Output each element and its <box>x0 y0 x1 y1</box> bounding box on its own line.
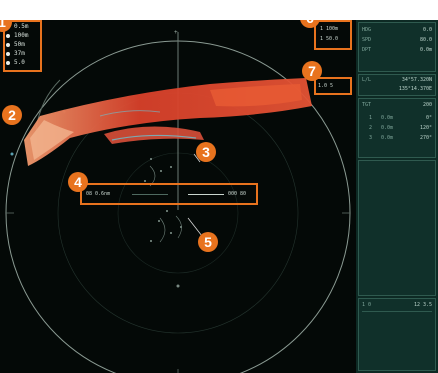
bullet-icon <box>6 42 10 47</box>
target-row-id: 3 <box>369 135 373 141</box>
target-row-id: 1 <box>369 115 373 121</box>
range-bar-right-text: 000 80 <box>228 191 247 197</box>
readout-row: 100m <box>6 32 28 39</box>
callout-badge-5: 5 <box>198 232 218 252</box>
range-bar-scale-right <box>188 194 224 195</box>
edge-marker-icon <box>10 152 14 156</box>
panel-divider <box>362 311 432 312</box>
panel-label: HDG <box>362 27 372 33</box>
readout-6-line-2: 1 50.0 <box>320 36 339 42</box>
bullet-icon <box>6 60 10 65</box>
readout-value: 37m <box>14 50 25 57</box>
sonar-display: + + <box>0 20 438 373</box>
panel-section-empty <box>358 160 436 296</box>
readout-box-7 <box>314 77 352 95</box>
position-longitude: 135°14.370E <box>398 86 432 92</box>
readout-row: 5.0 <box>6 59 25 66</box>
targets-title: TGT <box>362 102 372 108</box>
target-row-range: 0.0m <box>381 115 394 121</box>
seabed-echo-edge <box>30 120 74 160</box>
heading-marker-icon: + <box>174 29 178 36</box>
target-row-range: 0.0m <box>381 135 394 141</box>
panel-label: DPT <box>362 47 372 53</box>
callout-badge-2: 2 <box>2 105 22 125</box>
target-row-id: 2 <box>369 125 373 131</box>
bullet-icon <box>6 33 10 38</box>
seabed-echo-right <box>210 84 302 107</box>
readout-7-line: 1.0 5 <box>318 83 334 89</box>
range-bar-left-text: 08 0.6nm <box>86 191 111 197</box>
panel-value: 0.0m <box>419 47 432 53</box>
panel-section-nav: HDG 0.0 SPD 80.0 DPT 0.0m <box>358 22 436 72</box>
bullet-icon <box>6 51 10 56</box>
range-bar-scale-left <box>132 194 168 195</box>
readout-box-top-left <box>3 20 42 72</box>
readout-value: 50m <box>14 41 25 48</box>
callout-badge-3: 3 <box>196 142 216 162</box>
panel-section-bottom: 1 0 12 3.5 <box>358 298 436 371</box>
readout-box-6 <box>314 20 352 50</box>
callout-badge-6: 6 <box>300 20 320 28</box>
readout-row: 37m <box>6 50 25 57</box>
range-bar-box <box>80 183 258 205</box>
top-white-margin <box>0 0 438 20</box>
position-latitude: 34°57.320N <box>401 77 432 83</box>
panel-section-position: L/L 34°57.320N 135°14.370E <box>358 74 436 96</box>
target-row-bearing: 0° <box>425 115 432 121</box>
right-data-panel: HDG 0.0 SPD 80.0 DPT 0.0m L/L 34°57.320N… <box>356 20 438 373</box>
bearing-ticks <box>6 212 350 373</box>
panel-value: 80.0 <box>419 37 432 43</box>
readout-6-line-1: 1 100m <box>320 26 339 32</box>
readout-value: 5.0 <box>14 59 25 66</box>
position-title: L/L <box>362 77 372 83</box>
sonar-scope: + + <box>5 29 351 373</box>
own-ship-mark-icon <box>176 284 180 288</box>
callout-5-leader <box>187 217 203 237</box>
callout-badge-7: 7 <box>302 61 322 81</box>
readout-value: 0.5m <box>14 23 29 30</box>
panel-section-targets: TGT 200 1 0.0m 0° 2 0.0m 120° 3 0.0m 270… <box>358 98 436 158</box>
target-row-range: 0.0m <box>381 125 394 131</box>
panel-label: SPD <box>362 37 372 43</box>
callout-badge-1: 1 <box>0 20 12 32</box>
fish-school-edge <box>111 134 197 141</box>
target-row-bearing: 120° <box>419 125 432 131</box>
weak-echoes <box>144 158 182 242</box>
weak-echo-upper <box>99 110 161 117</box>
targets-value: 200 <box>422 102 432 108</box>
panel-value: 0.0 <box>422 27 432 33</box>
bottom-row-left: 1 0 <box>362 302 372 308</box>
callout-badge-4: 4 <box>68 172 88 192</box>
readout-value: 100m <box>14 32 29 39</box>
readout-row: 50m <box>6 41 25 48</box>
bottom-row-right: 12 3.5 <box>413 302 432 308</box>
target-row-bearing: 270° <box>419 135 432 141</box>
